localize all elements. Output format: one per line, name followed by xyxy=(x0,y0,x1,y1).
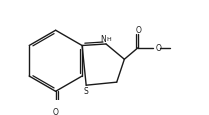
Text: O: O xyxy=(53,107,59,115)
Text: O: O xyxy=(156,44,162,53)
Text: O: O xyxy=(135,26,141,35)
Text: N: N xyxy=(100,35,106,44)
Text: H: H xyxy=(106,37,111,42)
Text: S: S xyxy=(84,86,89,95)
